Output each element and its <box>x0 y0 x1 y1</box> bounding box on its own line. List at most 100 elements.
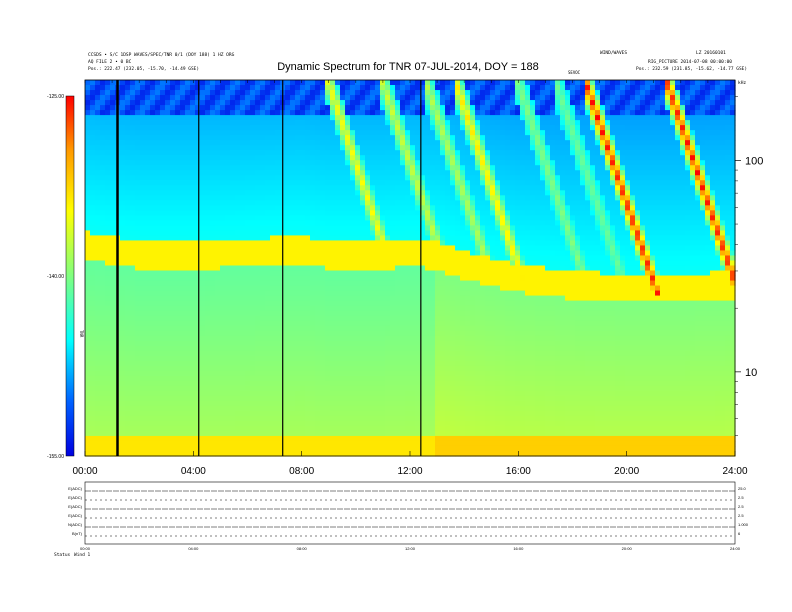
spectrogram-cell <box>370 355 376 362</box>
spectrogram-cell <box>300 250 306 257</box>
spectrogram-cell <box>190 95 196 101</box>
spectrogram-cell <box>260 445 266 452</box>
spectrogram-cell <box>400 390 406 397</box>
spectrogram-cell <box>235 220 241 226</box>
spectrogram-cell <box>195 215 201 221</box>
spectrogram-cell <box>380 360 386 367</box>
spectrogram-cell <box>170 95 176 101</box>
spectrogram-cell <box>240 240 246 247</box>
spectrogram-cell <box>145 250 151 257</box>
spectrogram-cell <box>240 390 246 397</box>
spectrogram-cell <box>270 140 276 146</box>
spectrogram-cell <box>395 160 401 166</box>
spectrogram-cell <box>370 180 376 186</box>
spectrogram-cell <box>375 370 381 377</box>
spectrogram-cell <box>125 100 131 106</box>
spectrogram-cell <box>225 300 231 307</box>
spectrogram-cell <box>135 345 141 352</box>
spectrogram-cell <box>180 440 186 447</box>
spectrogram-cell <box>265 255 271 262</box>
spectrogram-cell <box>95 240 101 247</box>
spectrogram-cell <box>390 340 396 347</box>
spectrogram-cell <box>390 255 396 262</box>
spectrogram-cell <box>145 185 151 191</box>
spectrogram-cell <box>175 185 181 191</box>
spectrogram-cell <box>175 370 181 377</box>
spectrogram-cell <box>175 375 181 382</box>
spectrogram-cell <box>365 90 371 96</box>
spectrogram-cell <box>340 295 346 302</box>
spectrogram-cell <box>300 340 306 347</box>
spectrogram-cell <box>155 185 161 191</box>
spectrogram-cell <box>110 120 116 126</box>
spectrogram-cell <box>295 325 301 332</box>
spectrogram-cell <box>230 140 236 146</box>
spectrogram-cell <box>360 440 366 447</box>
spectrogram-cell <box>165 240 171 247</box>
spectrogram-cell <box>390 90 396 96</box>
spectrogram-cell <box>385 355 391 362</box>
spectrogram-cell <box>160 290 166 297</box>
spectrogram-cell <box>155 230 161 237</box>
spectrogram-cell <box>330 205 336 211</box>
spectrogram-cell <box>165 310 171 317</box>
spectrogram-cell <box>395 100 401 106</box>
spectrogram-cell <box>140 350 146 357</box>
spectrogram-cell <box>220 80 226 86</box>
spectrogram-cell <box>410 105 416 111</box>
spectrogram-cell <box>95 105 101 111</box>
spectrogram-cell <box>95 425 101 432</box>
spectrogram-cell <box>180 445 186 452</box>
spectrogram-cell <box>260 350 266 357</box>
spectrogram-cell <box>125 275 131 282</box>
spectrogram-cell <box>300 270 306 277</box>
spectrogram-cell <box>405 220 411 226</box>
spectrogram-cell <box>140 440 146 447</box>
spectrogram-cell <box>240 110 246 116</box>
spectrogram-cell <box>370 125 376 131</box>
spectrogram-cell <box>95 90 101 96</box>
spectrogram-cell <box>275 130 281 136</box>
spectrogram-cell <box>130 190 136 196</box>
spectrogram-cell <box>370 330 376 337</box>
spectrogram-cell <box>215 90 221 96</box>
spectrogram-cell <box>320 150 326 156</box>
spectrogram-cell <box>400 155 406 161</box>
spectrogram-cell <box>135 365 141 372</box>
spectrogram-cell <box>240 170 246 176</box>
spectrogram-cell <box>140 260 146 267</box>
spectrogram-cell <box>145 175 151 181</box>
spectrogram-cell <box>285 385 291 392</box>
spectrogram-cell <box>315 275 321 282</box>
spectrogram-cell <box>405 140 411 146</box>
spectrogram-cell <box>285 260 291 267</box>
spectrogram-cell <box>220 245 226 252</box>
spectrogram-cell <box>95 305 101 312</box>
spectrogram-cell <box>305 330 311 337</box>
spectrogram-cell <box>110 115 116 121</box>
spectrogram-cell <box>210 195 216 201</box>
spectrogram-cell <box>290 145 296 151</box>
spectrogram-cell <box>375 280 381 287</box>
spectrogram-cell <box>100 290 106 297</box>
spectrogram-cell <box>265 95 271 101</box>
spectrogram-cell <box>225 275 231 282</box>
spectrogram-cell <box>85 440 91 447</box>
spectrogram-cell <box>145 450 151 457</box>
spectrogram-cell <box>355 170 361 176</box>
spectrogram-cell <box>165 425 171 432</box>
spectrogram-cell <box>150 415 156 422</box>
spectrogram-cell <box>330 235 336 242</box>
spectrogram-cell <box>270 105 276 111</box>
spectrogram-cell <box>310 210 316 216</box>
spectrogram-cell <box>105 275 111 282</box>
spectrogram-cell <box>270 450 276 457</box>
spectrogram-cell <box>250 405 256 412</box>
spectrogram-cell <box>145 150 151 156</box>
spectrogram-cell <box>230 300 236 307</box>
spectrogram-cell <box>395 270 401 277</box>
spectrogram-cell <box>230 135 236 141</box>
spectrogram-cell <box>405 415 411 422</box>
spectrogram-cell <box>330 225 336 231</box>
spectrogram-cell <box>320 175 326 181</box>
